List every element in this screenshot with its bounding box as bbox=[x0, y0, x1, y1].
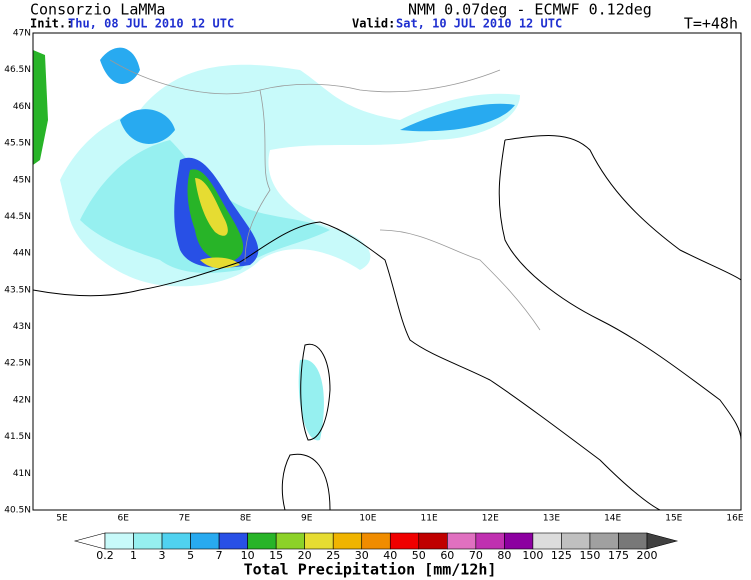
source: Consorzio LaMMa bbox=[30, 1, 165, 19]
colorbar-label: 5 bbox=[187, 549, 194, 562]
map-area bbox=[32, 33, 742, 511]
lat-label: 46.5N bbox=[4, 65, 31, 75]
init-time: Thu, 08 JUL 2010 12 UTC bbox=[68, 17, 234, 31]
map-frame bbox=[32, 32, 742, 511]
precip-corsica bbox=[298, 359, 324, 441]
colorbar-label: 60 bbox=[440, 549, 454, 562]
lon-label: 16E bbox=[726, 514, 743, 524]
lon-label: 9E bbox=[301, 514, 313, 524]
colorbar-box bbox=[133, 532, 163, 550]
colorbar-arrow bbox=[646, 532, 679, 550]
model: NMM 0.07deg - ECMWF 0.12deg bbox=[408, 1, 652, 19]
colorbar-label: 30 bbox=[355, 549, 369, 562]
lon-label: 15E bbox=[665, 514, 682, 524]
colorbar-arrow bbox=[73, 532, 106, 550]
valid-time: Sat, 10 JUL 2010 12 UTC bbox=[396, 17, 562, 31]
colorbar-label: 1 bbox=[130, 549, 137, 562]
colorbar-box bbox=[161, 532, 191, 550]
lon-label: 7E bbox=[179, 514, 191, 524]
lat-label: 43.5N bbox=[4, 285, 31, 295]
lon-label: 12E bbox=[482, 514, 499, 524]
colorbar-label: 125 bbox=[551, 549, 572, 562]
lat-label: 46N bbox=[13, 102, 31, 112]
colorbar-box bbox=[104, 532, 134, 550]
colorbar-box bbox=[589, 532, 619, 550]
precip-edge bbox=[33, 50, 48, 165]
lon-label: 6E bbox=[117, 514, 129, 524]
colorbar-box bbox=[332, 532, 363, 550]
coastline bbox=[32, 135, 742, 511]
colorbar-box bbox=[447, 532, 477, 550]
colorbar-label: 15 bbox=[269, 549, 283, 562]
colorbar-box bbox=[561, 532, 591, 550]
colorbar-label: 200 bbox=[637, 549, 658, 562]
colorbar-label: 10 bbox=[241, 549, 255, 562]
precip-core-yellow bbox=[195, 178, 240, 269]
lon-label: 11E bbox=[421, 514, 438, 524]
lat-label: 42N bbox=[13, 395, 31, 405]
lon-label: 14E bbox=[604, 514, 621, 524]
lat-label: 43N bbox=[13, 322, 31, 332]
colorbar-label: 40 bbox=[383, 549, 397, 562]
colorbar-label: 80 bbox=[497, 549, 511, 562]
colorbar-box bbox=[218, 532, 248, 550]
colorbar-box bbox=[304, 532, 334, 550]
colorbar-box bbox=[618, 532, 648, 550]
colorbar-label: 70 bbox=[469, 549, 483, 562]
lat-label: 45.5N bbox=[4, 139, 31, 149]
colorbar-label: 50 bbox=[412, 549, 426, 562]
colorbar-label: 20 bbox=[298, 549, 312, 562]
colorbar-label: 175 bbox=[608, 549, 629, 562]
borders bbox=[109, 59, 541, 331]
colorbar-label: 150 bbox=[579, 549, 600, 562]
colorbar-box bbox=[475, 532, 505, 550]
colorbar-label: 3 bbox=[159, 549, 166, 562]
lat-label: 47N bbox=[13, 29, 31, 39]
colorbar-label: 7 bbox=[216, 549, 223, 562]
colorbar-label: 25 bbox=[326, 549, 340, 562]
colorbar-label: 100 bbox=[522, 549, 543, 562]
lat-label: 41.5N bbox=[4, 432, 31, 442]
colorbar-label: 0.2 bbox=[96, 549, 114, 562]
lon-label: 13E bbox=[543, 514, 560, 524]
lat-label: 44.5N bbox=[4, 212, 31, 222]
colorbar-title: Total Precipitation [mm/12h] bbox=[244, 561, 497, 579]
valid-label: Valid: bbox=[352, 17, 395, 31]
lon-label: 8E bbox=[240, 514, 252, 524]
precip-heavy-north bbox=[100, 47, 515, 144]
lead-time: T=+48h bbox=[684, 15, 738, 33]
lon-label: 10E bbox=[359, 514, 376, 524]
lat-label: 41N bbox=[13, 469, 31, 479]
colorbar-box bbox=[361, 532, 391, 550]
lon-label: 5E bbox=[56, 514, 68, 524]
colorbar-box bbox=[190, 532, 220, 550]
lat-label: 45N bbox=[13, 175, 31, 185]
colorbar-box bbox=[389, 532, 420, 550]
colorbar-box bbox=[275, 532, 305, 550]
lat-label: 40.5N bbox=[4, 506, 31, 516]
colorbar-box bbox=[418, 532, 448, 550]
precip-field bbox=[33, 47, 520, 441]
lat-label: 42.5N bbox=[4, 359, 31, 369]
colorbar-box bbox=[504, 532, 534, 550]
colorbar-box bbox=[247, 532, 277, 550]
init-label: Init.: bbox=[30, 17, 73, 31]
lat-label: 44N bbox=[13, 249, 31, 259]
colorbar-box bbox=[532, 532, 562, 550]
